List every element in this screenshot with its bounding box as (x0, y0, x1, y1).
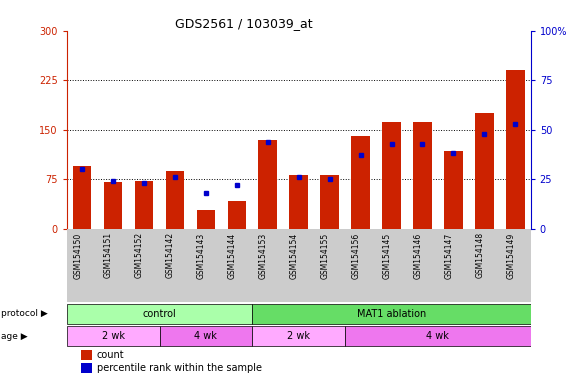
Text: percentile rank within the sample: percentile rank within the sample (97, 363, 262, 373)
Bar (73, 166, 92, 228)
Text: GSM154143: GSM154143 (197, 232, 206, 278)
Text: 2 wk: 2 wk (102, 331, 125, 341)
Text: GDS2561 / 103039_at: GDS2561 / 103039_at (175, 17, 313, 30)
Bar (413, 122, 432, 228)
Bar (67, 326, 160, 346)
Bar (81, 363, 92, 373)
Bar (259, 139, 277, 228)
Text: GSM154153: GSM154153 (259, 232, 268, 278)
Bar (475, 113, 494, 228)
Text: GSM154154: GSM154154 (289, 232, 299, 278)
Text: GSM154156: GSM154156 (351, 232, 361, 278)
Text: GSM154147: GSM154147 (444, 232, 454, 278)
Text: 4 wk: 4 wk (194, 331, 218, 341)
Text: protocol ▶: protocol ▶ (1, 309, 48, 318)
Text: age ▶: age ▶ (1, 332, 28, 341)
Bar (252, 304, 531, 324)
Bar (382, 122, 401, 228)
Text: GSM154151: GSM154151 (104, 232, 113, 278)
Bar (506, 70, 524, 228)
Bar (135, 181, 153, 228)
Text: GSM154148: GSM154148 (475, 232, 484, 278)
Text: 4 wk: 4 wk (426, 331, 450, 341)
Bar (67, 304, 252, 324)
Bar (197, 210, 215, 228)
Bar (166, 170, 184, 228)
Text: GSM154155: GSM154155 (321, 232, 329, 278)
Text: control: control (143, 309, 176, 319)
Bar (81, 350, 92, 360)
Text: GSM154145: GSM154145 (382, 232, 392, 278)
Text: MAT1 ablation: MAT1 ablation (357, 309, 426, 319)
Text: GSM154144: GSM154144 (228, 232, 237, 278)
Text: GSM154149: GSM154149 (506, 232, 515, 278)
Bar (351, 136, 370, 228)
Text: GSM154142: GSM154142 (166, 232, 175, 278)
Bar (320, 174, 339, 228)
Text: GSM154152: GSM154152 (135, 232, 144, 278)
Text: count: count (97, 351, 125, 361)
Text: GSM154146: GSM154146 (414, 232, 422, 278)
Bar (252, 326, 345, 346)
Bar (345, 326, 531, 346)
Bar (289, 174, 308, 228)
Text: GSM154150: GSM154150 (73, 232, 82, 278)
Bar (444, 151, 463, 228)
Bar (104, 182, 122, 228)
Bar (227, 201, 246, 228)
Bar (160, 326, 252, 346)
Text: 2 wk: 2 wk (287, 331, 310, 341)
